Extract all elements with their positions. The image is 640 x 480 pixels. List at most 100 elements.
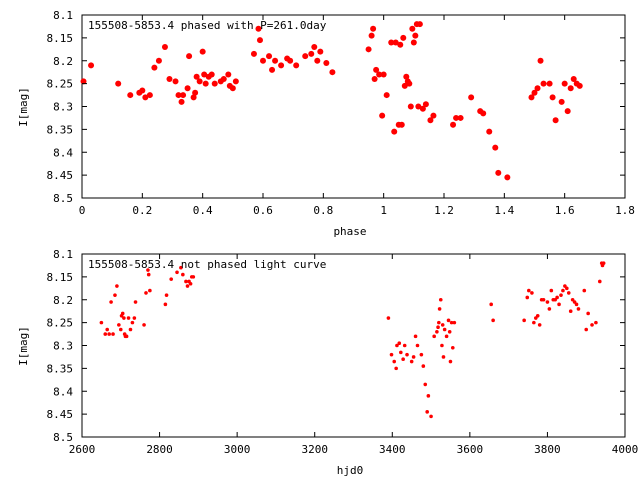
data-point <box>388 39 395 46</box>
data-point <box>582 288 587 293</box>
data-point <box>144 291 148 295</box>
data-point <box>186 53 193 60</box>
data-point <box>323 60 330 67</box>
data-point <box>426 394 431 398</box>
data-point <box>260 57 266 64</box>
data-point <box>192 89 199 96</box>
data-point <box>399 350 403 355</box>
y-tick-label: 8.45 <box>47 169 74 182</box>
data-point <box>397 41 404 48</box>
y-tick-label: 8.35 <box>47 362 74 375</box>
x-axis-ticks: 0 0.2 0.4 0.6 0.8 1 1.2 1.4 1.6 1.8 <box>79 15 635 217</box>
data-point <box>450 121 457 128</box>
data-point <box>397 341 402 346</box>
data-point <box>416 21 423 28</box>
x-tick-label: 0.2 <box>132 204 152 217</box>
x-tick-label: 0.6 <box>253 204 273 217</box>
data-point <box>468 94 475 101</box>
data-point <box>403 73 410 80</box>
data-point <box>400 34 407 41</box>
data-point <box>115 284 119 288</box>
data-point <box>201 71 208 78</box>
data-point <box>88 62 95 69</box>
x-tick-label: 3600 <box>457 443 484 456</box>
data-point <box>166 76 173 83</box>
y-axis-label: I[mag] <box>17 87 30 127</box>
data-point <box>440 343 444 348</box>
data-point <box>437 307 442 311</box>
data-point <box>314 57 321 64</box>
data-point <box>415 343 420 348</box>
data-point <box>419 352 424 357</box>
data-point <box>80 78 87 85</box>
unphased-light-curve-plot: 2600 2800 3000 3200 3400 3600 3800 4000 8.1 8.15… <box>17 248 638 477</box>
data-point <box>570 76 577 83</box>
data-point <box>549 94 556 101</box>
data-point <box>250 50 257 57</box>
data-point <box>266 53 273 60</box>
data-point <box>124 334 129 339</box>
data-point <box>405 352 409 357</box>
data-point <box>386 316 391 320</box>
data-point <box>142 323 146 327</box>
data-point <box>193 73 200 80</box>
data-point <box>411 355 416 359</box>
data-point <box>401 357 405 362</box>
data-point <box>208 71 215 78</box>
data-point <box>532 320 536 325</box>
data-point <box>287 57 294 64</box>
data-point <box>188 281 193 286</box>
x-tick-label: 0.8 <box>313 204 333 217</box>
data-point <box>438 297 443 302</box>
data-point <box>413 334 418 339</box>
x-tick-label: 1.8 <box>615 204 635 217</box>
plot-frame <box>81 14 626 199</box>
data-point <box>146 272 151 277</box>
data-point <box>256 37 263 44</box>
data-point <box>118 327 123 332</box>
data-point <box>133 300 138 304</box>
data-point <box>567 85 574 92</box>
data-point <box>557 302 561 307</box>
data-point <box>448 359 453 364</box>
data-point <box>255 25 262 32</box>
data-point <box>278 62 285 69</box>
data-point <box>535 313 540 318</box>
y-tick-label: 8.3 <box>53 340 73 353</box>
y-axis-label: I[mag] <box>17 326 30 366</box>
data-point <box>175 92 182 99</box>
data-point <box>436 325 440 330</box>
data-point <box>211 80 218 87</box>
data-point <box>568 309 573 313</box>
data-point <box>398 121 405 128</box>
data-point <box>504 174 511 181</box>
data-point <box>392 359 397 364</box>
data-point <box>546 80 553 87</box>
data-point <box>565 286 569 291</box>
data-point <box>545 300 550 304</box>
data-point <box>103 332 108 336</box>
y-tick-label: 8.2 <box>53 294 73 307</box>
x-tick-label: 1 <box>380 204 387 217</box>
data-point <box>365 46 372 53</box>
y-tick-label: 8.5 <box>53 431 73 444</box>
data-point <box>422 101 429 108</box>
y-axis-ticks: 8.1 8.15 8.2 8.25 8.3 8.35 8.4 8.45 8.5 <box>47 9 625 205</box>
data-point <box>293 62 300 69</box>
x-axis-label: phase <box>333 225 366 238</box>
data-point <box>368 32 375 39</box>
data-point <box>383 92 390 99</box>
data-point <box>495 169 502 176</box>
data-point <box>429 414 433 419</box>
data-point <box>175 270 179 275</box>
data-point <box>447 329 452 334</box>
x-tick-label: 1.6 <box>555 204 575 217</box>
data-point <box>115 80 122 87</box>
data-point <box>373 66 380 73</box>
data-point <box>590 323 594 327</box>
data-point <box>427 117 434 124</box>
data-point <box>450 345 455 350</box>
data-point <box>389 352 394 357</box>
data-point <box>132 316 137 320</box>
data-point <box>486 128 493 135</box>
